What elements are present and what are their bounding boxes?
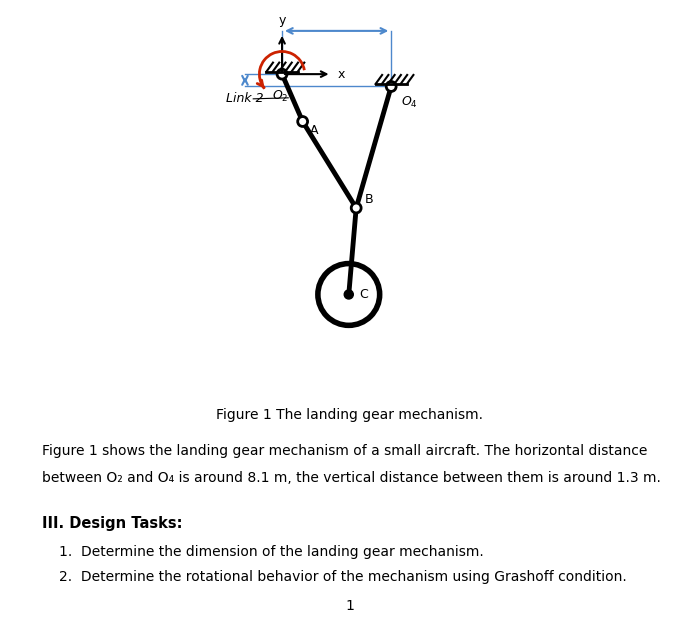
Text: A: A [310,124,319,137]
Text: between O₂ and O₄ is around 8.1 m, the vertical distance between them is around : between O₂ and O₄ is around 8.1 m, the v… [42,471,661,485]
Text: 1: 1 [346,599,354,613]
Text: $O_2$: $O_2$ [272,89,288,104]
Circle shape [386,82,396,92]
Text: Figure 1 The landing gear mechanism.: Figure 1 The landing gear mechanism. [216,408,484,422]
Text: Figure 1 shows the landing gear mechanism of a small aircraft. The horizontal di: Figure 1 shows the landing gear mechanis… [42,444,648,458]
Circle shape [277,69,287,79]
Text: 2.  Determine the rotational behavior of the mechanism using Grashoff condition.: 2. Determine the rotational behavior of … [60,570,627,584]
Circle shape [351,203,361,213]
Text: 1.  Determine the dimension of the landing gear mechanism.: 1. Determine the dimension of the landin… [60,545,484,559]
Text: C: C [359,288,368,301]
Circle shape [344,290,354,299]
Text: x: x [337,67,345,80]
Circle shape [298,117,307,127]
Text: III. Design Tasks:: III. Design Tasks: [42,516,183,531]
Text: B: B [365,193,373,206]
Text: $O_4$: $O_4$ [402,95,419,110]
Text: Link 2: Link 2 [226,92,264,105]
Text: y: y [279,14,286,27]
